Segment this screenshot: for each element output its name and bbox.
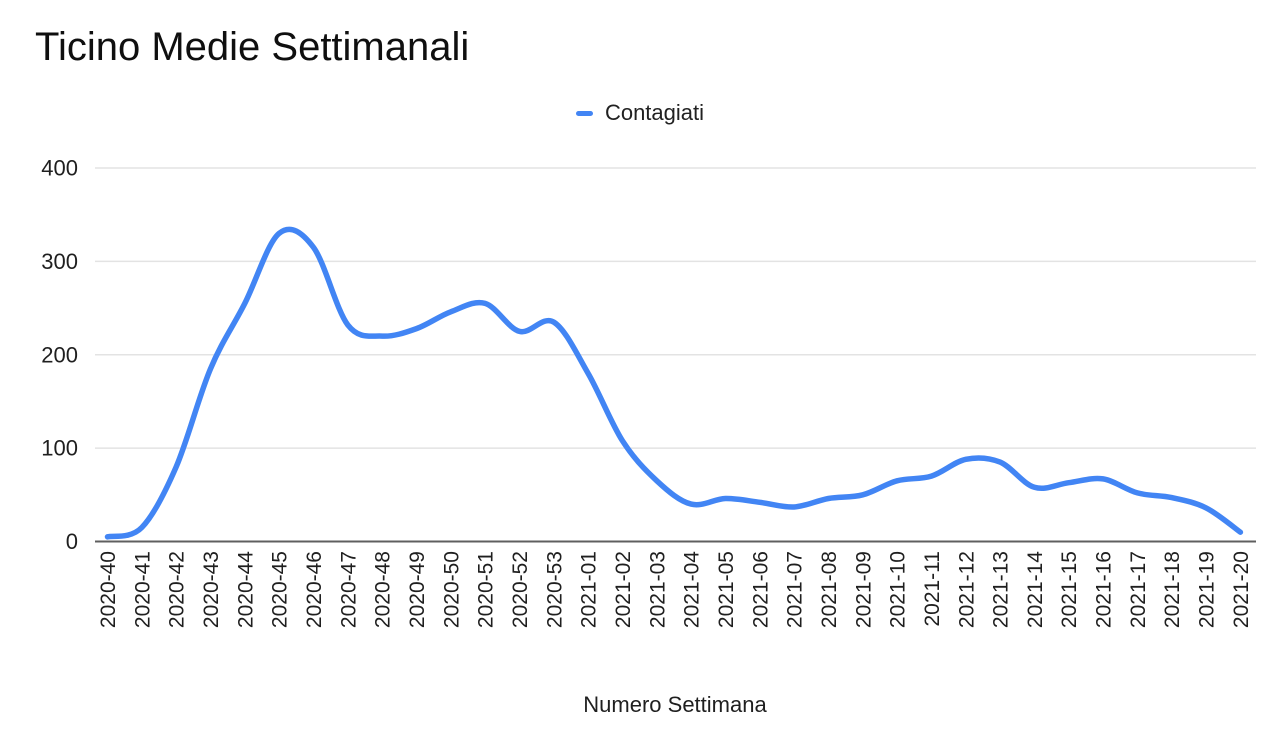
x-tick-label: 2020-41: [131, 551, 154, 628]
x-tick-label: 2021-03: [646, 551, 669, 628]
x-tick-label: 2021-08: [818, 551, 841, 628]
x-tick-label: 2020-51: [475, 551, 498, 628]
x-tick-label: 2021-07: [784, 551, 807, 628]
x-tick-label: 2020-49: [406, 551, 429, 628]
x-tick-label: 2021-19: [1196, 551, 1219, 628]
x-tick-label: 2020-46: [303, 551, 326, 628]
y-tick-label: 300: [41, 249, 78, 274]
y-tick-label: 0: [66, 529, 78, 554]
x-tick-label: 2020-43: [200, 551, 223, 628]
x-tick-label: 2021-18: [1161, 551, 1184, 628]
x-tick-label: 2020-53: [543, 551, 566, 628]
x-tick-label: 2020-50: [440, 551, 463, 628]
y-tick-label: 100: [41, 436, 78, 461]
x-tick-label: 2021-13: [990, 551, 1013, 628]
y-tick-label: 400: [41, 156, 78, 181]
y-gridlines: [95, 167, 1256, 543]
x-tick-label: 2021-20: [1230, 551, 1253, 628]
x-axis-title: Numero Settimana: [583, 692, 767, 717]
x-tick-label: 2021-06: [749, 551, 772, 628]
x-tick-label: 2020-42: [166, 551, 189, 628]
x-tick-label: 2021-04: [681, 551, 704, 628]
x-tick-label: 2021-05: [715, 551, 738, 628]
x-tick-label: 2021-01: [578, 551, 601, 628]
x-tick-label: 2020-45: [269, 551, 292, 628]
legend: Contagiati: [0, 100, 1280, 126]
y-tick-labels: 0 100 200 300 400: [41, 156, 78, 555]
x-tick-label: 2021-11: [921, 551, 944, 627]
x-tick-label: 2020-52: [509, 551, 532, 628]
x-tick-label: 2021-09: [852, 551, 875, 628]
legend-label-contagiati: Contagiati: [604, 100, 705, 125]
y-tick-label: 200: [41, 342, 78, 367]
x-tick-label: 2020-40: [97, 551, 120, 628]
x-tick-labels: 2020-40 2020-41 2020-42 2020-43 2020-44 2020-…: [97, 551, 1253, 628]
x-tick-label: 2021-14: [1024, 551, 1047, 628]
x-tick-label: 2021-10: [887, 551, 910, 628]
x-tick-label: 2020-48: [372, 551, 395, 628]
legend-dash-icon: [575, 110, 593, 116]
x-tick-label: 2021-02: [612, 551, 635, 628]
x-tick-label: 2021-15: [1058, 551, 1081, 628]
x-tick-label: 2020-47: [337, 551, 360, 628]
series-line-contagiati: [104, 226, 1244, 540]
x-tick-label: 2021-16: [1093, 551, 1116, 628]
x-tick-label: 2020-44: [234, 551, 257, 628]
x-tick-label: 2021-17: [1127, 551, 1150, 628]
x-tick-label: 2021-12: [955, 551, 978, 628]
chart-title: Ticino Medie Settimanali: [35, 25, 470, 69]
